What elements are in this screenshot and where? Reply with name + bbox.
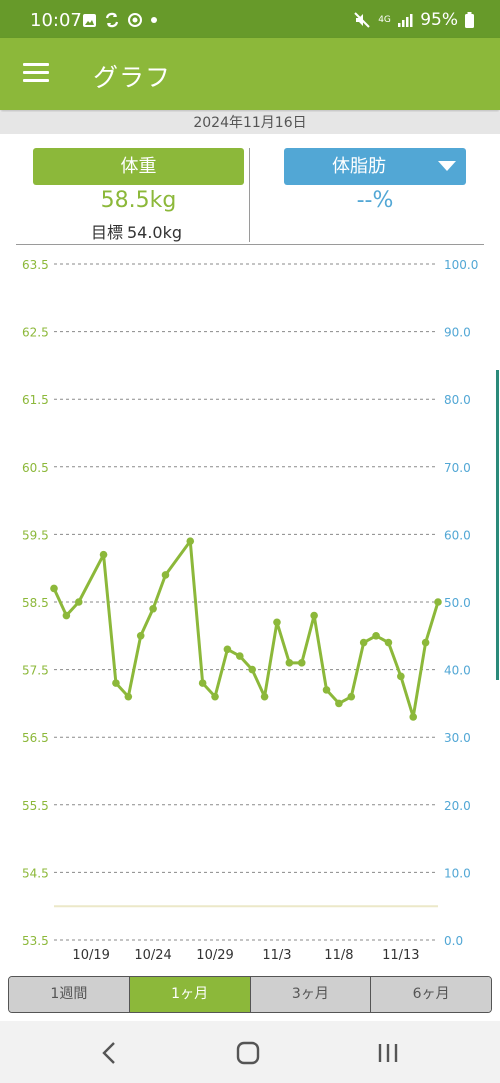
data-point — [322, 686, 331, 694]
page-title: グラフ — [93, 63, 172, 92]
data-point — [198, 679, 207, 687]
data-point — [347, 692, 356, 701]
battery-icon — [465, 12, 474, 28]
data-point — [149, 604, 157, 613]
left-axis-tick-label: 57.5 — [22, 664, 49, 678]
right-axis-tick-label: 50.0 — [444, 596, 471, 610]
goal-value: 54.0kg — [126, 223, 183, 242]
x-axis-tick-label: 10/29 — [196, 948, 233, 963]
data-point — [186, 537, 195, 545]
data-point — [297, 659, 306, 667]
data-point — [335, 699, 343, 708]
data-point — [223, 645, 232, 654]
right-axis-tick-label: 40.0 — [444, 664, 471, 678]
weight-goal: 目標 54.0kg — [33, 219, 244, 243]
data-point — [161, 571, 170, 579]
right-axis-tick-label: 100.0 — [444, 258, 478, 272]
tab-3-months[interactable]: 3ヶ月 — [250, 977, 372, 1012]
data-point — [62, 611, 71, 620]
x-axis-tick-label: 10/24 — [134, 948, 171, 963]
right-axis-tick-label: 60.0 — [444, 528, 471, 542]
date-label: 2024年11月16日 — [0, 112, 500, 134]
scroll-indicator — [496, 370, 499, 680]
body-fat-label: 体脂肪 — [332, 156, 386, 177]
data-point — [434, 598, 442, 606]
status-bar: 10:07 4G 95% — [0, 0, 500, 38]
menu-icon[interactable] — [23, 63, 49, 85]
body-fat-value: --% — [356, 188, 394, 213]
data-point — [310, 611, 318, 620]
series-line — [52, 539, 440, 719]
x-axis-tick-label: 11/13 — [382, 948, 419, 963]
sync-icon — [105, 12, 119, 28]
back-icon[interactable] — [95, 1039, 125, 1067]
recents-icon[interactable] — [373, 1039, 403, 1067]
tab-1-month[interactable]: 1ヶ月 — [129, 977, 251, 1012]
right-axis-tick-label: 20.0 — [444, 799, 471, 813]
data-point — [236, 652, 244, 660]
notification-icons — [82, 12, 158, 28]
record-icon — [128, 13, 142, 27]
status-time: 10:07 — [30, 10, 82, 31]
left-axis-tick-label: 53.5 — [22, 934, 49, 948]
left-axis-tick-label: 61.5 — [22, 393, 49, 407]
data-point — [50, 584, 58, 593]
left-axis-tick-label: 58.5 — [22, 596, 49, 610]
left-axis-tick-label: 63.5 — [22, 258, 49, 272]
chevron-down-icon — [438, 161, 456, 171]
data-point — [248, 665, 256, 674]
x-axis-tick-label: 11/8 — [324, 948, 353, 963]
summary-bottom-divider — [16, 244, 484, 245]
summary-divider — [249, 148, 250, 242]
home-icon[interactable] — [233, 1039, 263, 1067]
app-bar: グラフ — [0, 38, 500, 110]
weight-value: 58.5kg — [100, 188, 177, 213]
body-fat-dropdown[interactable]: 体脂肪 — [284, 148, 466, 185]
data-point — [273, 618, 281, 627]
data-point — [372, 632, 380, 640]
data-point — [397, 672, 405, 681]
data-point — [285, 659, 294, 667]
left-axis-tick-label: 60.5 — [22, 461, 49, 475]
right-axis-tick-label: 0.0 — [444, 934, 463, 948]
image-icon — [83, 13, 96, 27]
right-axis-tick-label: 80.0 — [444, 393, 471, 407]
tab-6-months[interactable]: 6ヶ月 — [371, 977, 491, 1012]
left-axis-tick-label: 62.5 — [22, 326, 49, 340]
right-axis-tick-label: 10.0 — [444, 866, 471, 880]
signal-icon — [398, 14, 413, 27]
data-point — [359, 638, 368, 647]
left-axis-tick-label: 56.5 — [22, 731, 49, 745]
data-point — [99, 550, 108, 559]
data-point — [124, 692, 133, 701]
data-point — [136, 632, 145, 640]
right-axis-tick-label: 70.0 — [444, 461, 471, 475]
data-point — [384, 638, 393, 647]
dot-icon — [151, 17, 157, 23]
data-point — [260, 692, 269, 701]
left-axis-tick-label: 59.5 — [22, 528, 49, 542]
goal-label: 目標 — [90, 223, 123, 242]
tab-1-week[interactable]: 1週間 — [9, 977, 130, 1012]
data-point — [409, 713, 418, 721]
weight-button[interactable]: 体重 — [33, 148, 244, 185]
x-axis-tick-label: 10/19 — [72, 948, 109, 963]
right-axis-tick-label: 90.0 — [444, 326, 471, 340]
right-axis-tick-label: 30.0 — [444, 731, 471, 745]
data-point — [211, 692, 219, 701]
data-point — [112, 679, 120, 687]
x-axis-tick-label: 11/3 — [262, 948, 291, 963]
network-icon: 4G — [378, 14, 391, 25]
data-point — [74, 598, 83, 606]
range-tabs: 1週間 1ヶ月 3ヶ月 6ヶ月 — [8, 976, 492, 1013]
system-nav-bar — [0, 1021, 500, 1083]
battery-percent: 95% — [420, 10, 458, 30]
weight-chart[interactable]: 63.5 100.0 62.5 90.0 61.5 80.0 60.5 70.0 59.5 60.… — [0, 250, 500, 970]
left-axis-tick-label: 54.5 — [22, 866, 49, 880]
system-icons: 4G 95% — [353, 10, 474, 30]
data-point — [421, 638, 430, 647]
left-axis-tick-label: 55.5 — [22, 799, 49, 813]
mute-icon — [354, 12, 370, 28]
chart-svg: 63.5 100.0 62.5 90.0 61.5 80.0 60.5 70.0 59.5 60.… — [22, 258, 478, 963]
